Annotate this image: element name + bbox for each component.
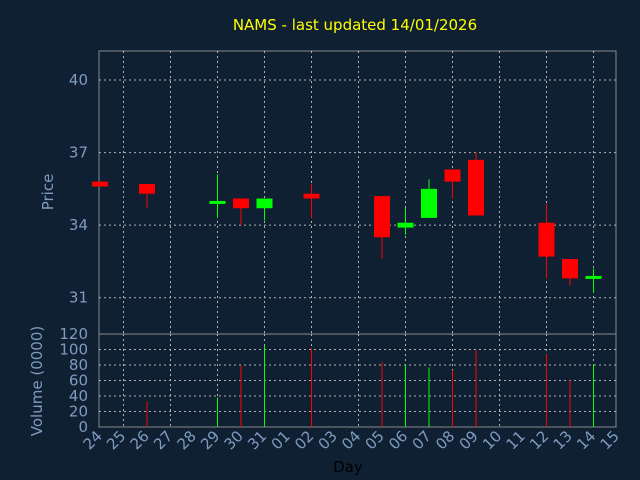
x-tick-label: 05 bbox=[362, 427, 388, 453]
price-tick-label: 37 bbox=[69, 144, 88, 162]
x-tick-label: 31 bbox=[244, 427, 270, 453]
volume-plot-frame bbox=[98, 333, 617, 428]
candle-body bbox=[139, 184, 155, 194]
candle bbox=[256, 198, 273, 221]
volume-axis-label: Volume (0000) bbox=[28, 326, 46, 436]
price-plot-frame bbox=[98, 50, 617, 335]
candle-body bbox=[256, 198, 273, 209]
x-tick-label: 25 bbox=[103, 427, 129, 453]
x-tick-label: 14 bbox=[573, 427, 599, 453]
x-tick-label: 13 bbox=[550, 427, 576, 453]
x-tick-label: 08 bbox=[432, 427, 458, 453]
x-tick-label: 03 bbox=[315, 427, 341, 453]
candle bbox=[209, 174, 226, 218]
price-tick-label: 31 bbox=[69, 289, 88, 307]
volume-grid bbox=[99, 334, 616, 427]
candle-body bbox=[92, 181, 108, 187]
volume-tick-label: 80 bbox=[69, 356, 88, 374]
candle-body bbox=[468, 159, 484, 216]
candle-body bbox=[562, 259, 578, 279]
candle-body bbox=[374, 196, 390, 238]
x-tick-label: 15 bbox=[597, 427, 623, 453]
candle-body bbox=[538, 222, 555, 257]
x-tick-label: 12 bbox=[526, 427, 552, 453]
x-tick-labels: 2425262728293031010203040506070809101112… bbox=[80, 427, 623, 453]
x-tick-label: 02 bbox=[291, 427, 317, 453]
volume-tick-label: 0 bbox=[78, 418, 88, 436]
x-tick-label: 26 bbox=[127, 427, 153, 453]
x-tick-label: 28 bbox=[174, 427, 200, 453]
candle bbox=[538, 203, 555, 279]
x-tick-label: 01 bbox=[268, 427, 294, 453]
price-grid bbox=[99, 51, 616, 334]
price-tick-label: 34 bbox=[69, 216, 88, 234]
volume-tick-label: 60 bbox=[69, 372, 88, 390]
x-tick-label: 29 bbox=[197, 427, 223, 453]
candle bbox=[303, 184, 320, 218]
volume-tick-label: 120 bbox=[59, 325, 88, 343]
chart-title: NAMS - last updated 14/01/2026 bbox=[233, 16, 477, 34]
candle bbox=[397, 208, 414, 235]
candle-body bbox=[209, 200, 226, 204]
candle bbox=[374, 196, 390, 260]
x-axis-label: Day bbox=[333, 458, 363, 476]
x-tick-label: 06 bbox=[385, 427, 411, 453]
candle bbox=[444, 169, 461, 199]
price-tick-labels: 31 34 37 40 bbox=[69, 71, 88, 307]
x-tick-label: 09 bbox=[456, 427, 482, 453]
price-tick-label: 40 bbox=[69, 71, 88, 89]
x-tick-label: 27 bbox=[150, 427, 176, 453]
volume-tick-label: 40 bbox=[69, 387, 88, 405]
x-tick-label: 04 bbox=[338, 427, 364, 453]
candle-body bbox=[303, 193, 320, 199]
x-tick-label: 10 bbox=[479, 427, 505, 453]
candles bbox=[92, 152, 602, 293]
candle-body bbox=[421, 188, 437, 218]
price-panel: 31 34 37 40 Price bbox=[39, 50, 617, 335]
candle-body bbox=[585, 275, 602, 279]
candle bbox=[139, 184, 155, 209]
candle bbox=[468, 152, 484, 216]
candle-body bbox=[444, 169, 461, 182]
candle bbox=[92, 181, 108, 187]
candle bbox=[233, 198, 249, 226]
candle-body bbox=[397, 222, 414, 228]
volume-bars bbox=[146, 345, 594, 427]
candle-body bbox=[233, 198, 249, 209]
volume-tick-label: 100 bbox=[59, 341, 88, 359]
candle bbox=[562, 259, 578, 286]
candle bbox=[421, 179, 437, 218]
price-axis-label: Price bbox=[39, 174, 57, 211]
volume-tick-label: 20 bbox=[69, 403, 88, 421]
x-tick-label: 11 bbox=[503, 427, 529, 453]
x-tick-label: 30 bbox=[221, 427, 247, 453]
candle bbox=[585, 268, 602, 293]
x-tick-label: 07 bbox=[409, 427, 435, 453]
